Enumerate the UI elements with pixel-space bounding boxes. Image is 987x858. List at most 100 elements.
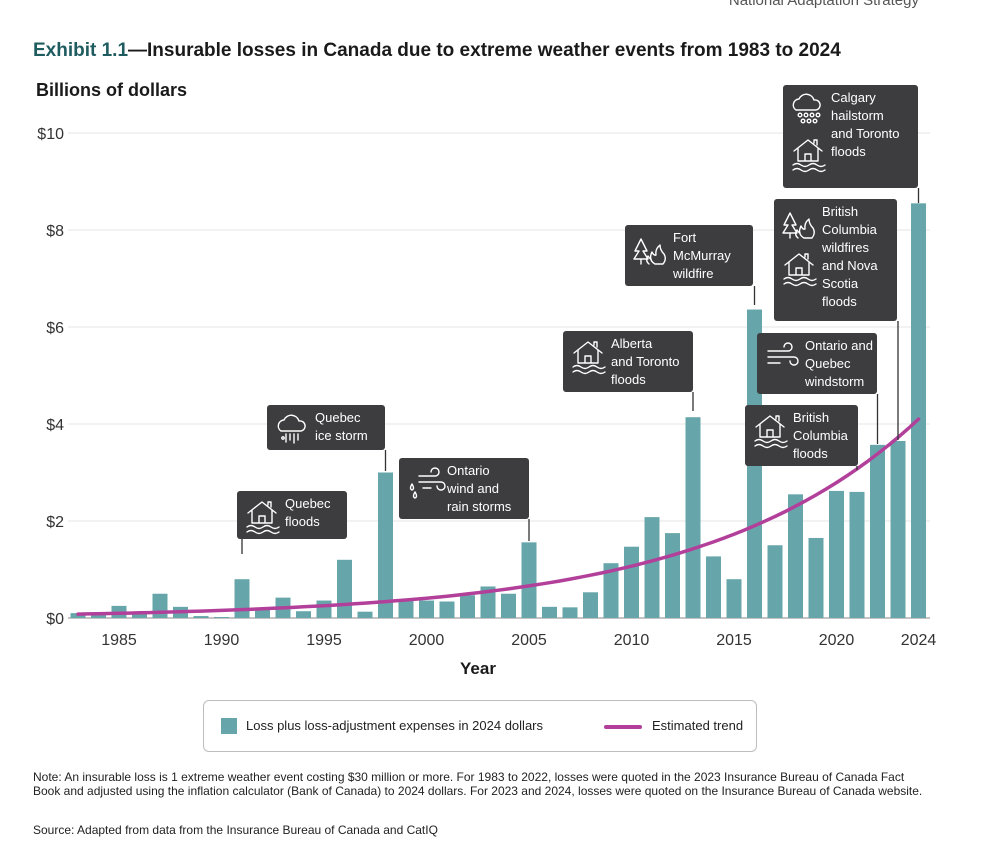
callout-text: wind and: [446, 481, 499, 496]
callout-box: [237, 491, 347, 539]
exhibit-number: Exhibit 1.1: [33, 40, 129, 61]
legend-line-label: Estimated trend: [652, 718, 744, 733]
callout-text: Ontario: [447, 463, 490, 478]
y-axis-ticks: $0 $2 $4 $6 $8 $10: [37, 126, 64, 628]
bar: [911, 203, 926, 618]
wind-rain-icon: [409, 467, 446, 499]
bar: [583, 592, 598, 618]
y-tick-label: $6: [46, 320, 64, 337]
y-axis-label: Billions of dollars: [36, 80, 188, 100]
callout-text: wildfires: [821, 240, 869, 255]
callout-text: Columbia: [822, 222, 878, 237]
legend: Loss plus loss-adjustment expenses in 20…: [203, 700, 757, 752]
x-tick-label: 2020: [819, 632, 855, 649]
bar: [890, 440, 906, 618]
wildfire-icon: [782, 212, 815, 239]
bar: [726, 579, 742, 618]
bar: [460, 595, 475, 618]
callout-box: [757, 333, 877, 394]
trend-line-group: [76, 417, 921, 616]
footnote: Note: An insurable loss is 1 extreme wea…: [33, 770, 923, 798]
callout-text: and Toronto: [831, 126, 899, 141]
ice-storm-icon: [277, 414, 306, 444]
y-tick-label: $8: [46, 223, 64, 240]
x-axis-label: Year: [460, 659, 496, 678]
hailstorm-icon: [792, 93, 821, 124]
chart-title-text: —Insurable losses in Canada due to extre…: [128, 40, 841, 61]
callout-2023: British Columbia wildfires and Nova Scotia fl…: [774, 199, 899, 440]
callout-text: floods: [831, 144, 866, 159]
x-tick-label: 1985: [101, 632, 137, 649]
x-tick-label: 2024: [901, 632, 937, 649]
bar: [152, 593, 168, 618]
bar: [214, 617, 229, 618]
callout-text: Columbia: [793, 428, 849, 443]
callout-text: floods: [611, 372, 646, 387]
callout-2021: British Columbia floods: [745, 405, 858, 470]
callout-2005: Ontario wind and rain storms: [399, 458, 530, 541]
callout-text: ice storm: [315, 428, 368, 443]
bar: [255, 608, 270, 618]
callout-box: [783, 85, 918, 188]
bar: [132, 612, 147, 618]
bar: [644, 517, 660, 618]
callout-box: [625, 225, 753, 286]
bar: [788, 494, 803, 618]
source-note: Source: Adapted from data from the Insur…: [33, 823, 438, 837]
bar: [337, 559, 352, 618]
bar: [91, 614, 106, 618]
trend-line: [76, 417, 921, 616]
chart-area: $0 $2 $4 $6 $8 $10 Quebec floods Quebec ice stor…: [37, 85, 937, 678]
x-tick-label: 2000: [409, 632, 445, 649]
bar: [829, 490, 844, 618]
bar: [542, 606, 557, 618]
callout-box: [399, 458, 529, 519]
callout-text: Fort: [673, 230, 697, 245]
wind-icon: [767, 342, 799, 366]
callouts: Quebec floods Quebec ice storm Ontario wind a…: [237, 85, 920, 554]
house-flood-icon: [246, 501, 280, 535]
legend-line-swatch: [604, 725, 642, 729]
bar: [849, 491, 865, 618]
bar: [767, 545, 783, 618]
y-tick-label: $0: [46, 611, 64, 628]
callout-text: floods: [822, 294, 857, 309]
callout-text: floods: [285, 514, 320, 529]
callout-text: Quebec: [285, 496, 331, 511]
callout-text: Scotia: [822, 276, 859, 291]
callout-text: windstorm: [804, 374, 864, 389]
bar: [562, 607, 578, 618]
wildfire-icon: [633, 238, 666, 265]
callout-text: wildfire: [672, 266, 713, 281]
callout-text: hailstorm: [831, 108, 884, 123]
house-flood-icon: [783, 253, 817, 287]
callout-box: [745, 405, 858, 466]
bar: [706, 556, 721, 618]
callout-text: Quebec: [805, 356, 851, 371]
bar: [665, 533, 680, 618]
bar: [624, 546, 639, 618]
bar: [603, 563, 619, 618]
bar: [439, 601, 455, 618]
header-note: National Adaptation Strategy: [728, 0, 919, 9]
bar: [870, 444, 885, 618]
bar: [419, 600, 434, 618]
legend-bar-swatch: [221, 718, 237, 734]
bar: [378, 472, 393, 618]
house-flood-icon: [572, 341, 606, 375]
bar: [234, 579, 250, 618]
y-tick-label: $4: [46, 417, 64, 434]
callout-box: [563, 331, 693, 392]
callout-text: McMurray: [673, 248, 731, 263]
callout-text: Ontario and: [805, 338, 873, 353]
callout-2016: Fort McMurray wildfire: [625, 225, 756, 305]
x-tick-label: 2015: [716, 632, 752, 649]
callout-text: British: [822, 204, 858, 219]
callout-1998: Quebec ice storm: [267, 405, 387, 471]
x-tick-label: 1995: [306, 632, 342, 649]
bar: [521, 542, 537, 618]
callout-text: floods: [793, 446, 828, 461]
chart-title: Exhibit 1.1—Insurable losses in Canada d…: [33, 40, 841, 62]
callout-2022: Ontario and Quebec windstorm: [757, 333, 879, 444]
callout-text: and Nova: [822, 258, 878, 273]
